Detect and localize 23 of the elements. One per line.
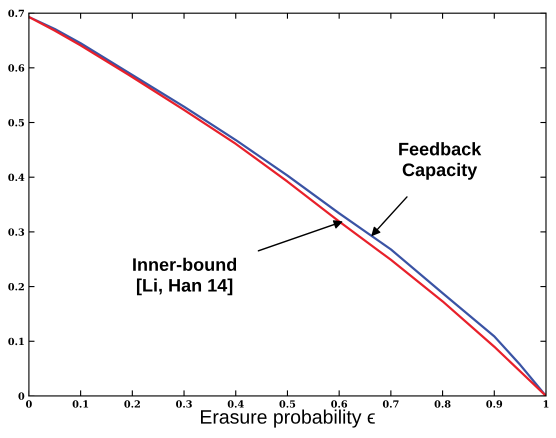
x-tick-label: 0.1 [72,400,88,408]
annotation: Inner-bound [Li, Han 14] [133,258,236,296]
y-tick-label: 0.2 [8,283,24,290]
annotation: Feedback Capacity [399,142,482,180]
y-tick-label: 0.6 [8,64,24,72]
y-tick-label: 0.3 [8,228,24,236]
x-tick-label: 1 [544,400,548,408]
x-tick-label: 0.3 [176,400,192,408]
x-tick-label: 0.2 [124,400,140,408]
x-tick-label: 0.4 [228,400,244,408]
line-series [28,16,546,396]
y-tick-label: 0 [18,392,24,400]
x-tick-label: 0.5 [279,400,296,408]
y-tick-label: 0.5 [8,118,24,126]
x-axis-title: Erasure probability ϵ [200,410,375,428]
x-tick-label: 0.8 [434,400,451,408]
x-tick-label: 0.7 [382,400,399,408]
y-tick-label: 0.1 [8,338,24,346]
y-tick-label: 0.7 [8,10,24,17]
x-tick-label: 0 [26,400,32,408]
x-tick-label: 0.6 [331,400,348,408]
x-tick-label: 0.9 [486,400,502,408]
y-tick-label: 0.4 [8,174,24,182]
